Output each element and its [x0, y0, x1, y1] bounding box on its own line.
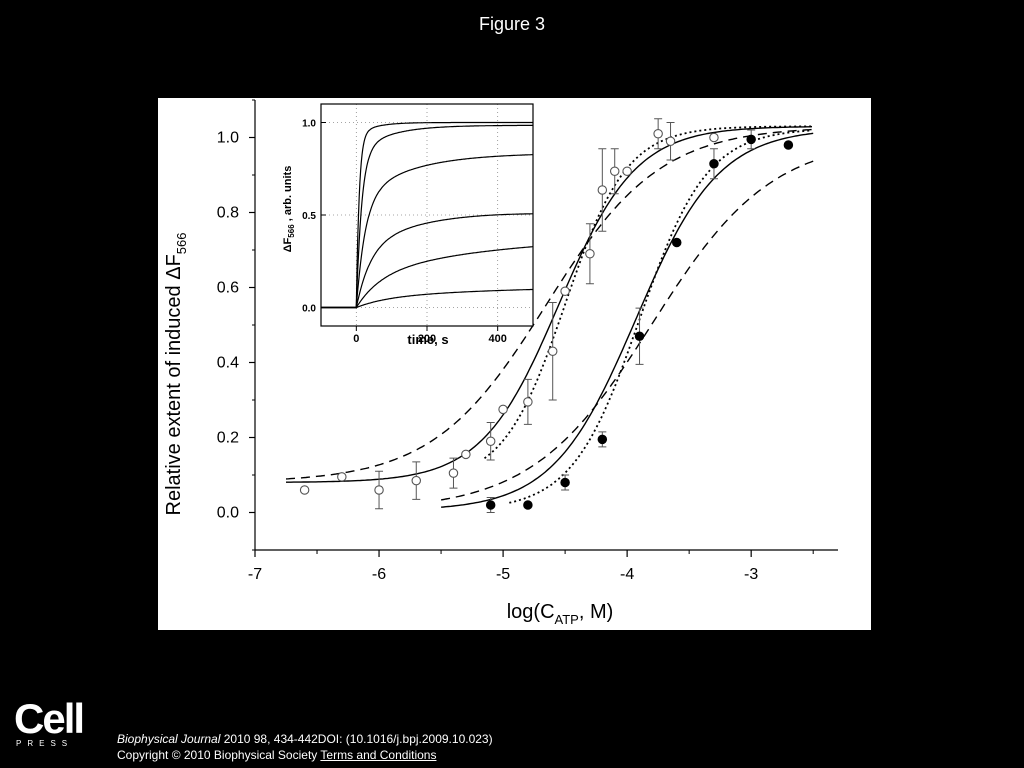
- y-axis-label: Relative extent of induced ΔF566: [163, 233, 189, 516]
- inset-trace: [321, 288, 533, 309]
- open-circle-point: [597, 185, 608, 195]
- inset-trace: [321, 121, 533, 309]
- x-tick-label: -3: [744, 566, 758, 583]
- filled-circle-point: [671, 237, 682, 248]
- open-circle-point: [448, 468, 459, 478]
- open-circle-point: [523, 397, 533, 407]
- inset-trace: [321, 246, 533, 309]
- open-circle-point: [485, 436, 496, 446]
- inset-x-tick-label: 200: [418, 333, 436, 345]
- open-circle-point: [709, 132, 719, 143]
- logo-word: Cell: [14, 695, 85, 742]
- open-circle-point: [585, 249, 595, 259]
- y-tick-label: 0.2: [217, 430, 239, 447]
- open-circle-point: [653, 128, 663, 139]
- y-tick-label: 0.0: [217, 505, 239, 522]
- inset-trace: [321, 213, 533, 309]
- open-circle-point: [622, 166, 632, 177]
- x-tick-label: -5: [496, 566, 510, 583]
- fit-curve-solid: [286, 126, 813, 483]
- x-tick-label: -7: [248, 566, 262, 583]
- fit-curve-dashed: [285, 128, 813, 480]
- inset-trace: [321, 154, 533, 309]
- logo-subtitle: PRESS: [16, 739, 74, 748]
- inset-y-tick-label: 0.5: [302, 211, 316, 222]
- x-axis-label: log(CATP, M): [507, 601, 614, 627]
- citation-line-2: Copyright © 2010 Biophysical Society Ter…: [117, 747, 493, 763]
- open-circle-point: [374, 485, 384, 495]
- inset-y-tick-label: 1.0: [302, 119, 316, 130]
- open-circle-point: [560, 286, 570, 297]
- filled-circle-point: [485, 500, 496, 510]
- journal-name: Biophysical Journal: [117, 732, 221, 746]
- inset-y-tick-label: 0.0: [302, 304, 316, 315]
- filled-circle-point: [709, 158, 719, 169]
- fit-curve-dashed: [440, 160, 814, 501]
- y-tick-label: 0.4: [217, 355, 239, 372]
- open-circle-point: [547, 346, 558, 357]
- fit-curve-solid: [441, 132, 814, 508]
- copyright-text: Copyright © 2010 Biophysical Society: [117, 748, 321, 762]
- filled-circle-point: [597, 434, 608, 445]
- figure-panel: -7 -6 -5 -4 -3 0.0 0.2 0.4 0.6 0.8 1.0 Relative ex…: [158, 98, 871, 630]
- open-circle-point: [665, 136, 676, 146]
- citation-reference: 2010 98, 434-442DOI: (10.1016/j.bpj.2009…: [220, 732, 493, 746]
- inset-x-tick-label: 400: [488, 333, 506, 345]
- y-tick-label: 0.8: [217, 205, 239, 222]
- y-tick-label: 0.6: [217, 280, 239, 297]
- filled-circle-point: [783, 140, 794, 150]
- inset-x-axis-label: time, s: [407, 332, 448, 347]
- y-axis-label-sub: 566: [174, 233, 189, 255]
- open-circle-point: [337, 472, 347, 482]
- fit-curve-dotted: [483, 125, 812, 460]
- y-tick-label: 1.0: [217, 130, 239, 147]
- filled-circle-point: [634, 331, 645, 342]
- open-circle-point: [461, 449, 471, 460]
- x-tick-label: -6: [372, 566, 386, 583]
- figure-title: Figure 3: [478, 14, 546, 34]
- cell-press-logo: Cell PRESS: [14, 695, 85, 752]
- terms-link[interactable]: Terms and Conditions: [320, 748, 437, 762]
- main-chart: -7 -6 -5 -4 -3 0.0 0.2 0.4 0.6 0.8 1.0 Relative ex…: [163, 99, 838, 627]
- citation: Biophysical Journal 2010 98, 434-442DOI:…: [117, 731, 493, 763]
- citation-line-1: Biophysical Journal 2010 98, 434-442DOI:…: [117, 731, 493, 747]
- filled-circle-point: [560, 477, 570, 488]
- open-circle-point: [609, 166, 620, 177]
- open-circle-point: [498, 404, 508, 415]
- open-circle-point: [411, 475, 422, 486]
- x-tick-label: -4: [620, 566, 634, 583]
- inset-x-tick-label: 0: [353, 333, 359, 345]
- open-circle-point: [299, 485, 310, 495]
- inset-y-axis-label: ΔF566 , arb. units: [282, 166, 296, 253]
- filled-circle-point: [746, 134, 756, 145]
- fit-curve-dotted: [509, 129, 813, 504]
- inset-trace: [321, 124, 533, 309]
- inset-chart: 0 200 400 0.0 0.5 1.0 ΔF566 , arb. units time…: [282, 103, 534, 347]
- filled-circle-point: [523, 500, 533, 510]
